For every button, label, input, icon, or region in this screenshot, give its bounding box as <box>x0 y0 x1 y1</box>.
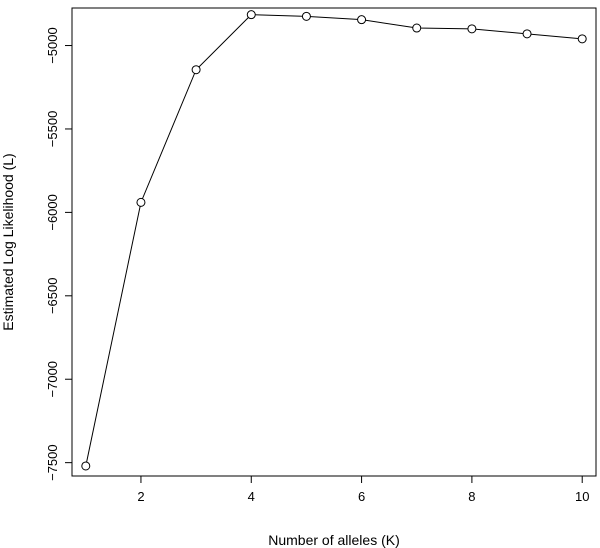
x-tick-label: 2 <box>137 489 144 504</box>
data-point <box>357 15 367 25</box>
series-line <box>85 14 583 467</box>
x-axis-title: Number of alleles (K) <box>268 532 400 548</box>
data-point <box>301 11 311 21</box>
y-axis-title: Estimated Log Likelihood (L) <box>0 153 16 330</box>
y-tick-label: −6500 <box>45 278 60 315</box>
x-tick-label: 4 <box>248 489 255 504</box>
y-tick-label: −5000 <box>45 27 60 64</box>
plot-frame <box>71 7 597 477</box>
data-point <box>412 23 422 33</box>
y-axis: −7500 −7000 −6500 −6000 −5500 −5000 <box>45 27 72 481</box>
data-point <box>522 29 532 39</box>
data-point <box>191 65 201 75</box>
y-tick-label: −7000 <box>45 361 60 398</box>
y-tick-label: −6000 <box>45 194 60 231</box>
y-tick-label: −7500 <box>45 444 60 481</box>
y-tick-label: −5500 <box>45 111 60 148</box>
data-point <box>246 10 256 20</box>
x-tick-label: 10 <box>575 489 589 504</box>
data-point <box>467 24 477 34</box>
x-tick-label: 6 <box>358 489 365 504</box>
x-tick-label: 8 <box>468 489 475 504</box>
data-point <box>577 34 587 44</box>
data-points <box>81 10 587 471</box>
data-point <box>136 197 146 207</box>
data-point <box>81 461 91 471</box>
x-axis: 2 4 6 8 10 <box>137 476 589 504</box>
